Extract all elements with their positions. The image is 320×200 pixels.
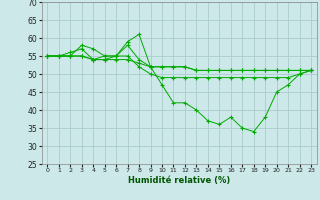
X-axis label: Humidité relative (%): Humidité relative (%) <box>128 176 230 185</box>
